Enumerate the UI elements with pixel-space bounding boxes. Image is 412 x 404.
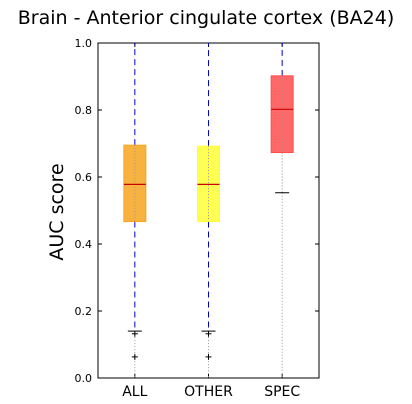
- y-tick-label: 0.0: [75, 372, 93, 385]
- plot-area: 0.0 0.2 0.4 0.6 0.8 1.0 ALL OTHER SPEC: [75, 37, 320, 400]
- y-tick-label: 0.6: [75, 171, 93, 184]
- y-tick-label: 0.2: [75, 305, 93, 318]
- x-tick-label: SPEC: [264, 384, 300, 400]
- box-spec: [270, 75, 294, 154]
- x-tick-label: OTHER: [184, 384, 233, 400]
- y-tick-label: 0.4: [75, 238, 93, 251]
- y-axis-label: AUC score: [46, 163, 68, 260]
- box-all: [123, 144, 147, 223]
- y-tick-label: 0.8: [75, 104, 93, 117]
- y-tick-label: 1.0: [75, 37, 93, 50]
- x-tick-label: ALL: [122, 384, 147, 400]
- chart-title: Brain - Anterior cingulate cortex (BA24): [18, 7, 394, 29]
